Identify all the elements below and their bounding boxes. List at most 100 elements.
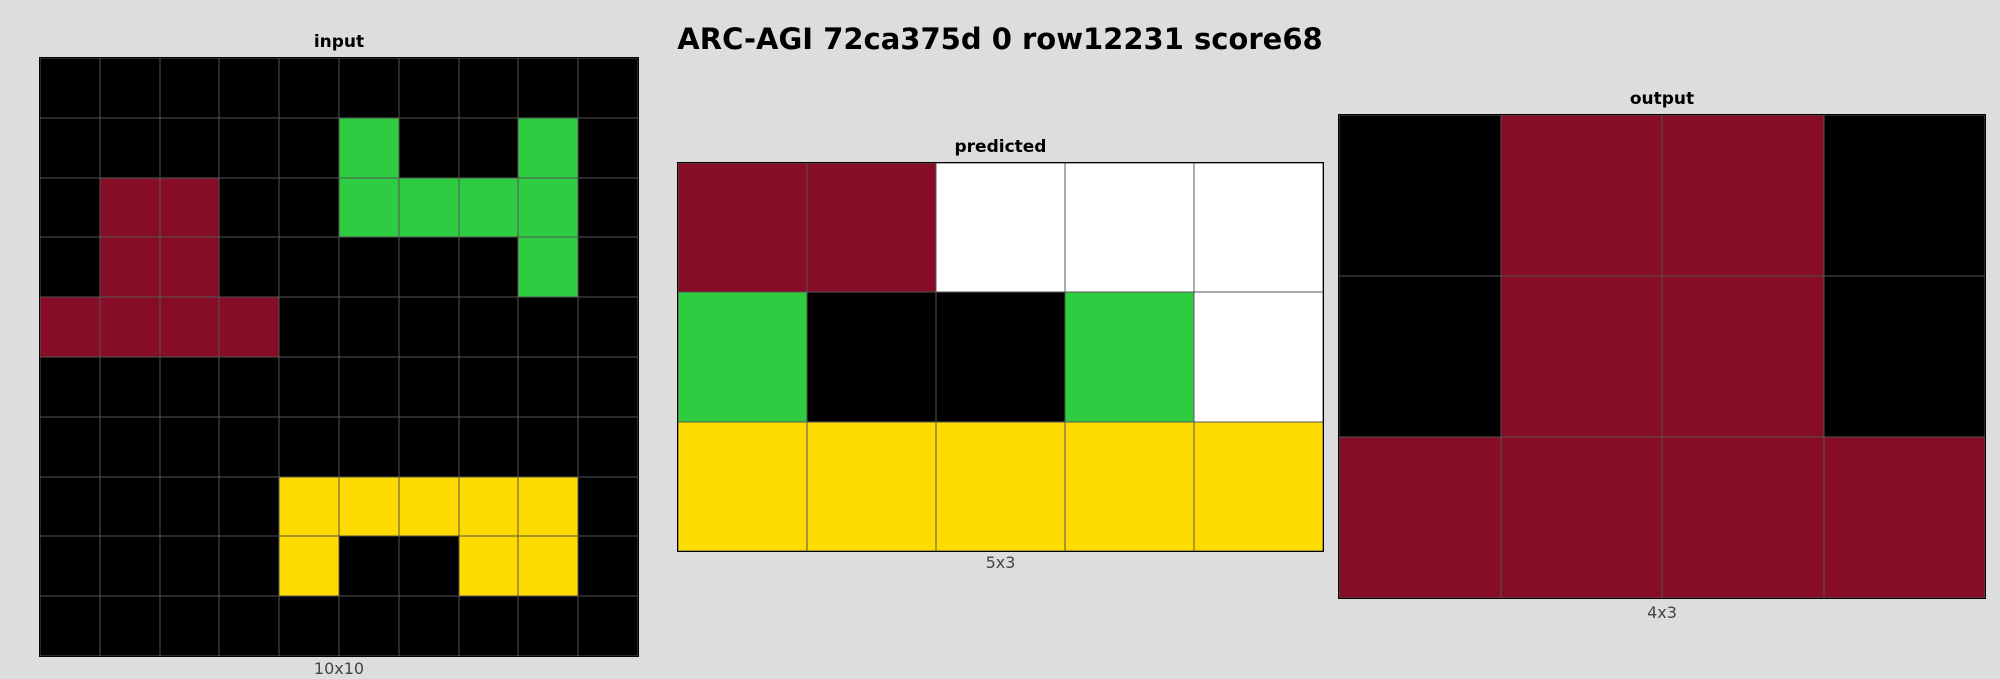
input-cell-r2-c1 [99, 177, 160, 238]
input-cell-r2-c8 [518, 177, 579, 238]
input-cell-r7-c5 [338, 476, 399, 537]
input-cell-r1-c9 [578, 117, 638, 178]
input-cell-r7-c7 [458, 476, 519, 537]
input-cell-r9-c6 [398, 596, 459, 656]
input-cell-r6-c7 [458, 416, 519, 477]
input-cell-r8-c3 [219, 536, 280, 597]
input-cell-r0-c7 [458, 58, 519, 118]
output-cell-r2-c1 [1500, 437, 1662, 598]
input-cell-r8-c5 [338, 536, 399, 597]
input-cell-r0-c2 [159, 58, 220, 118]
input-cell-r7-c3 [219, 476, 280, 537]
input-cell-r7-c6 [398, 476, 459, 537]
input-cell-r1-c1 [99, 117, 160, 178]
predicted-cell-r0-c4 [1194, 163, 1323, 293]
input-cell-r4-c6 [398, 297, 459, 357]
input-cell-r2-c3 [219, 177, 280, 238]
output-cell-r2-c0 [1339, 437, 1501, 598]
input-cell-r3-c9 [578, 237, 638, 298]
input-cell-r3-c0 [40, 237, 100, 298]
predicted-cell-r2-c4 [1194, 421, 1323, 551]
predicted-cell-r1-c4 [1194, 292, 1323, 422]
input-cell-r8-c2 [159, 536, 220, 597]
input-cell-r7-c8 [518, 476, 579, 537]
input-cell-r9-c9 [578, 596, 638, 656]
input-cell-r8-c8 [518, 536, 579, 597]
predicted-cell-r1-c3 [1065, 292, 1194, 422]
input-cell-r3-c2 [159, 237, 220, 298]
input-cell-r3-c3 [219, 237, 280, 298]
predicted-cell-r2-c0 [678, 421, 807, 551]
input-dimensions: 10x10 [313, 659, 365, 678]
input-cell-r8-c6 [398, 536, 459, 597]
input-cell-r0-c0 [40, 58, 100, 118]
input-cell-r6-c9 [578, 416, 638, 477]
input-cell-r4-c1 [99, 297, 160, 357]
output-cell-r0-c2 [1662, 115, 1824, 276]
input-cell-r1-c5 [338, 117, 399, 178]
input-cell-r0-c5 [338, 58, 399, 118]
predicted-panel-title: predicted [954, 137, 1047, 157]
output-panel-title: output [1629, 89, 1695, 109]
input-cell-r9-c1 [99, 596, 160, 656]
input-cell-r3-c1 [99, 237, 160, 298]
input-cell-r8-c0 [40, 536, 100, 597]
input-cell-r6-c3 [219, 416, 280, 477]
input-cell-r7-c2 [159, 476, 220, 537]
input-cell-r3-c4 [279, 237, 339, 298]
input-cell-r3-c6 [398, 237, 459, 298]
input-cell-r5-c0 [40, 356, 100, 417]
input-cell-r8-c4 [279, 536, 339, 597]
input-cell-r3-c5 [338, 237, 399, 298]
input-cell-r7-c4 [279, 476, 339, 537]
input-cell-r1-c0 [40, 117, 100, 178]
input-cell-r4-c9 [578, 297, 638, 357]
output-cell-r1-c3 [1823, 276, 1985, 437]
input-cell-r6-c5 [338, 416, 399, 477]
output-grid [1338, 114, 1986, 599]
input-cell-r8-c1 [99, 536, 160, 597]
input-cell-r1-c8 [518, 117, 579, 178]
input-cell-r2-c5 [338, 177, 399, 238]
predicted-cell-r0-c0 [678, 163, 807, 293]
input-cell-r0-c1 [99, 58, 160, 118]
input-cell-r2-c7 [458, 177, 519, 238]
input-cell-r9-c2 [159, 596, 220, 656]
input-cell-r4-c8 [518, 297, 579, 357]
input-cell-r5-c6 [398, 356, 459, 417]
output-cell-r0-c1 [1500, 115, 1662, 276]
predicted-cell-r1-c2 [936, 292, 1065, 422]
input-cell-r0-c4 [279, 58, 339, 118]
predicted-cell-r2-c3 [1065, 421, 1194, 551]
input-cell-r2-c6 [398, 177, 459, 238]
figure-title: ARC-AGI 72ca375d 0 row12231 score68 [677, 22, 1323, 56]
predicted-cell-r0-c1 [807, 163, 936, 293]
input-panel-title: input [313, 32, 365, 52]
input-cell-r1-c7 [458, 117, 519, 178]
input-cell-r9-c5 [338, 596, 399, 656]
input-cell-r7-c9 [578, 476, 638, 537]
input-cell-r9-c4 [279, 596, 339, 656]
input-cell-r3-c8 [518, 237, 579, 298]
input-cell-r0-c6 [398, 58, 459, 118]
output-cell-r0-c3 [1823, 115, 1985, 276]
input-cell-r5-c4 [279, 356, 339, 417]
output-cell-r1-c2 [1662, 276, 1824, 437]
input-cell-r2-c9 [578, 177, 638, 238]
input-cell-r4-c5 [338, 297, 399, 357]
predicted-grid [677, 162, 1324, 552]
input-cell-r8-c7 [458, 536, 519, 597]
input-cell-r5-c7 [458, 356, 519, 417]
input-cell-r5-c8 [518, 356, 579, 417]
input-cell-r6-c6 [398, 416, 459, 477]
output-cell-r1-c0 [1339, 276, 1501, 437]
output-cell-r1-c1 [1500, 276, 1662, 437]
input-cell-r8-c9 [578, 536, 638, 597]
input-cell-r7-c0 [40, 476, 100, 537]
input-cell-r6-c1 [99, 416, 160, 477]
input-cell-r6-c8 [518, 416, 579, 477]
input-cell-r5-c5 [338, 356, 399, 417]
output-cell-r2-c2 [1662, 437, 1824, 598]
input-cell-r9-c0 [40, 596, 100, 656]
input-grid [39, 57, 639, 657]
